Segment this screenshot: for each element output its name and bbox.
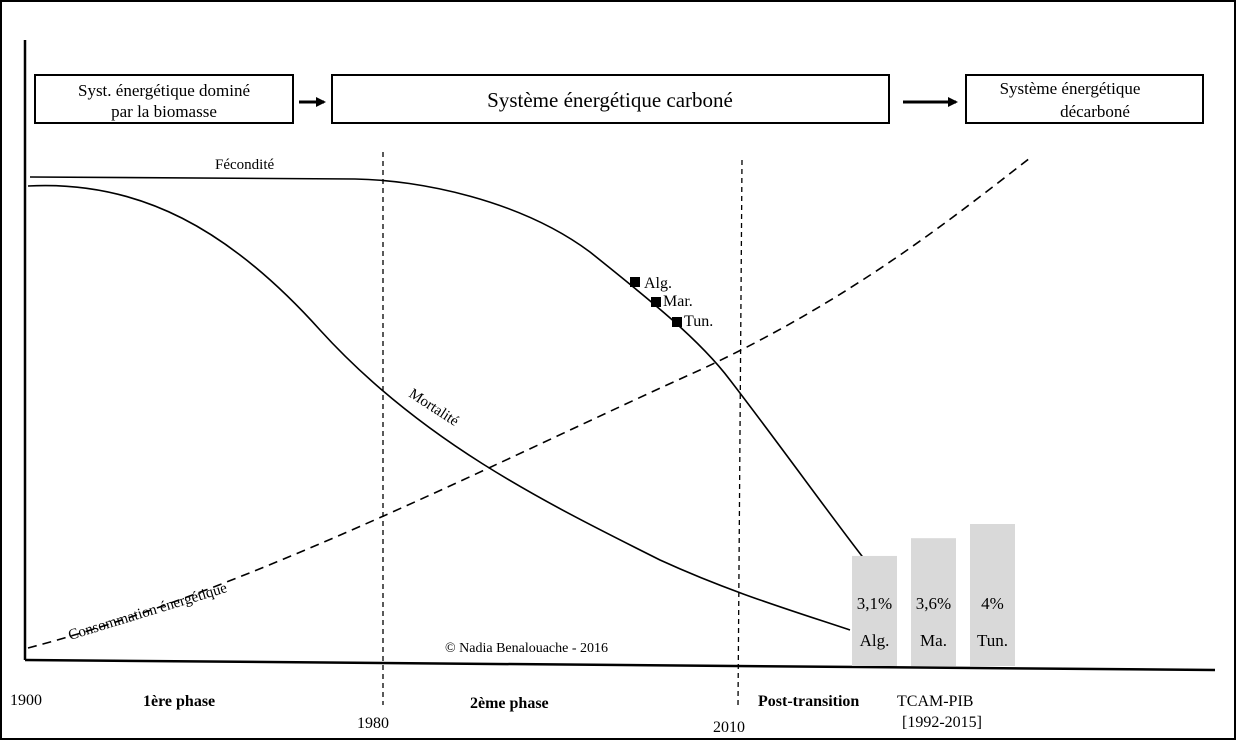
tcam-label: TCAM-PIB [897, 693, 973, 710]
decarbon-system-box: Système énergétique décarboné [965, 74, 1204, 124]
tcam-bar-value: 3,6% [916, 594, 951, 613]
phase2-label: 2ème phase [470, 695, 549, 712]
decarbon-system-label-1: Système énergétique [1000, 79, 1141, 98]
biomass-system-label-2: par la biomasse [111, 102, 217, 121]
energy-consumption-curve [27, 157, 1031, 649]
tcam-bar-value: 3,1% [857, 594, 892, 613]
post-transition-label: Post-transition [758, 693, 859, 710]
phase1-label: 1ère phase [143, 693, 215, 710]
carbon-system-label: Système énergétique carboné [487, 88, 733, 112]
separator-2010 [737, 159, 743, 706]
tcam-bar [852, 555, 897, 666]
marker-morocco [651, 297, 661, 307]
decarbon-system-label-2: décarboné [1060, 102, 1130, 121]
fertility-label: Fécondité [215, 157, 274, 173]
biomass-system-box: Syst. énergétique dominé par la biomasse [34, 74, 294, 124]
mortality-curve [27, 184, 851, 631]
tcam-bar [970, 524, 1015, 666]
tcam-bars: 3,1% Alg. 3,6% Ma. 4% Tun. [852, 524, 1015, 666]
tcam-bar-country: Tun. [977, 631, 1008, 650]
energy-consumption-label: Consommation énergétique [66, 580, 229, 644]
tcam-bar [911, 538, 956, 666]
copyright: © Nadia Benalouache - 2016 [445, 641, 608, 656]
year-1900: 1900 [10, 692, 42, 709]
country-markers: Alg. Mar. Tun. [630, 275, 713, 330]
year-1980: 1980 [357, 715, 389, 732]
marker-morocco-label: Mar. [663, 293, 693, 310]
mortality-label: Mortalité [406, 386, 462, 430]
carbon-system-box: Système énergétique carboné [331, 74, 890, 124]
biomass-system-label-1: Syst. énergétique dominé [78, 81, 250, 100]
x-axis [24, 658, 1216, 672]
tcam-period: [1992-2015] [902, 714, 982, 731]
tcam-bar-country: Ma. [920, 631, 947, 650]
marker-algeria [630, 277, 640, 287]
fertility-curve [29, 176, 866, 561]
marker-tunisia-label: Tun. [684, 313, 713, 330]
year-2010: 2010 [713, 719, 745, 736]
marker-tunisia [672, 317, 682, 327]
tcam-bar-country: Alg. [860, 631, 890, 650]
marker-algeria-label: Alg. [644, 275, 672, 292]
tcam-bar-value: 4% [981, 594, 1004, 613]
